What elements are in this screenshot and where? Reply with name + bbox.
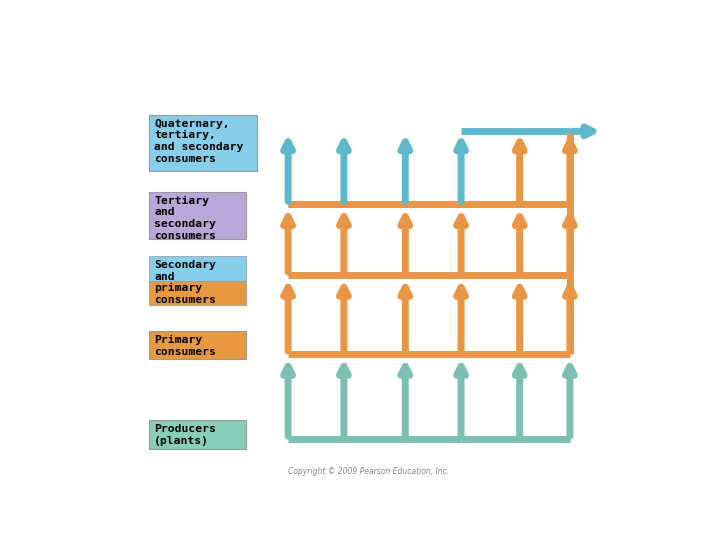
Text: Tertiary
and
secondary
consumers: Tertiary and secondary consumers	[154, 196, 216, 241]
Text: Primary
consumers: Primary consumers	[154, 335, 216, 357]
FancyBboxPatch shape	[148, 331, 246, 359]
Text: Copyright © 2009 Pearson Education, Inc.: Copyright © 2009 Pearson Education, Inc.	[289, 467, 449, 476]
Text: Producers
(plants): Producers (plants)	[154, 424, 216, 446]
FancyBboxPatch shape	[148, 114, 258, 171]
Text: Secondary
and
primary
consumers: Secondary and primary consumers	[154, 260, 216, 305]
FancyBboxPatch shape	[148, 281, 246, 305]
FancyBboxPatch shape	[148, 192, 246, 239]
FancyBboxPatch shape	[148, 256, 246, 281]
Text: Quaternary,
tertiary,
and secondary
consumers: Quaternary, tertiary, and secondary cons…	[154, 119, 243, 164]
FancyBboxPatch shape	[148, 420, 246, 449]
